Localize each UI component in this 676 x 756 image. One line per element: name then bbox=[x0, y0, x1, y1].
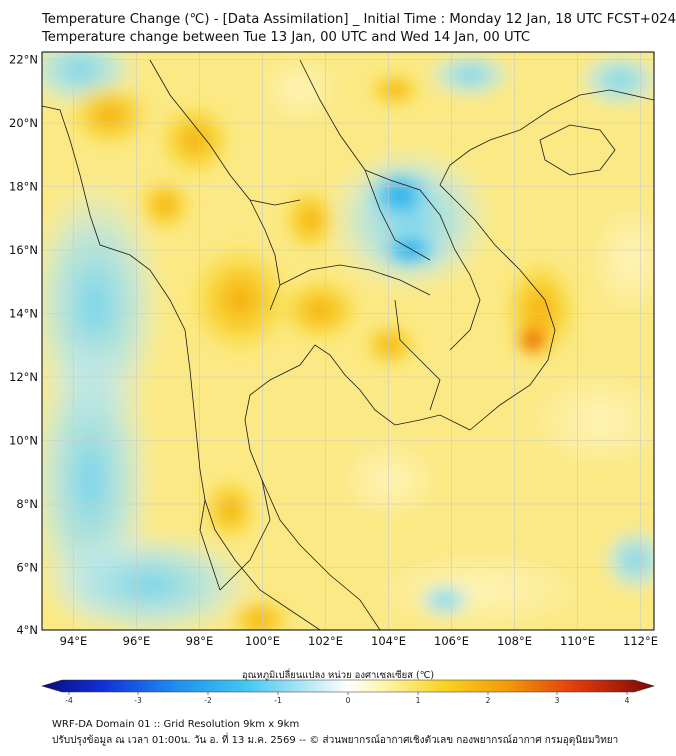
lat-tick-label: 6°N bbox=[16, 561, 38, 575]
lon-tick-label: 102°E bbox=[308, 634, 343, 648]
footer-model-info: WRF-DA Domain 01 :: Grid Resolution 9km … bbox=[52, 719, 300, 730]
lat-tick-label: 12°N bbox=[9, 370, 38, 384]
lon-tick-label: 112°E bbox=[623, 634, 658, 648]
lat-tick-label: 8°N bbox=[16, 497, 38, 511]
lat-tick-label: 10°N bbox=[9, 434, 38, 448]
colorbar-tick: -3 bbox=[134, 696, 142, 705]
colorbar-tick: 3 bbox=[555, 696, 560, 705]
colorbar-tick: 0 bbox=[346, 696, 351, 705]
colorbar-tick: 4 bbox=[625, 696, 630, 705]
lon-tick-label: 106°E bbox=[434, 634, 469, 648]
chart-subtitle: Temperature change between Tue 13 Jan, 0… bbox=[42, 30, 531, 45]
colorbar-tick: -1 bbox=[274, 696, 282, 705]
coastlines-and-borders bbox=[42, 59, 654, 630]
lon-tick-label: 100°E bbox=[245, 634, 280, 648]
lon-tick-label: 98°E bbox=[186, 634, 214, 648]
longitude-labels: 94°E 96°E 98°E 100°E 102°E 104°E 106°E 1… bbox=[60, 634, 658, 648]
latitude-labels: 22°N 20°N 18°N 16°N 14°N 12°N 10°N 8°N 6… bbox=[9, 53, 38, 638]
footer-credit: ปรับปรุงข้อมูล ณ เวลา 01:00น. วัน อ. ที่… bbox=[52, 735, 619, 746]
graticule bbox=[42, 52, 654, 630]
lat-tick-label: 14°N bbox=[9, 307, 38, 321]
colorbar-tick: -2 bbox=[204, 696, 212, 705]
lat-tick-label: 22°N bbox=[9, 53, 38, 67]
colorbar-label: อุณหภูมิเปลี่ยนแปลง หน่วย องศาเซลเซียส (… bbox=[241, 670, 435, 681]
colorbar-tick: 1 bbox=[416, 696, 421, 705]
lon-tick-label: 96°E bbox=[123, 634, 151, 648]
chart-title: Temperature Change (℃) - [Data Assimilat… bbox=[42, 12, 676, 27]
map-frame bbox=[41, 51, 655, 631]
lon-tick-label: 94°E bbox=[60, 634, 88, 648]
colorbar-tick: 2 bbox=[486, 696, 491, 705]
temperature-field bbox=[42, 52, 654, 630]
lat-tick-label: 18°N bbox=[9, 180, 38, 194]
lon-tick-label: 110°E bbox=[560, 634, 595, 648]
colorbar-tick: -4 bbox=[65, 696, 73, 705]
lon-tick-label: 108°E bbox=[497, 634, 532, 648]
lon-tick-label: 104°E bbox=[371, 634, 406, 648]
colorbar: -4 -3 -2 -1 0 1 2 3 4 bbox=[40, 679, 656, 705]
lat-tick-label: 20°N bbox=[9, 116, 38, 130]
colorbar-ramp bbox=[40, 679, 656, 693]
lat-tick-label: 4°N bbox=[16, 623, 38, 637]
lat-tick-label: 16°N bbox=[9, 243, 38, 257]
